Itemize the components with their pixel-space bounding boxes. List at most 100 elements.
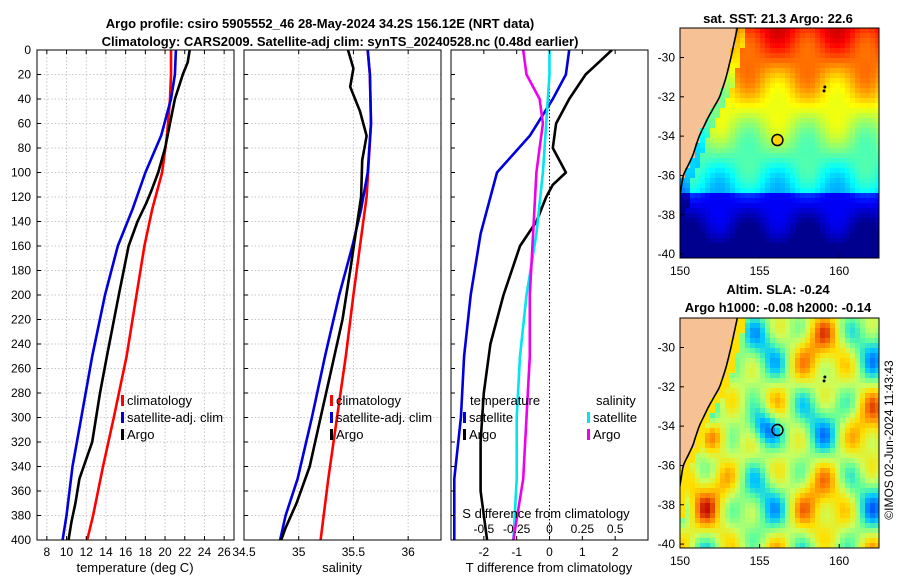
map-cell <box>715 528 720 533</box>
map-cell <box>790 468 795 473</box>
map-cell <box>840 408 845 413</box>
map-cell <box>730 193 735 198</box>
map-cell <box>800 63 805 68</box>
map-cell <box>845 53 850 58</box>
map-cell <box>855 173 860 178</box>
map-cell <box>840 153 845 158</box>
map-cell <box>700 463 705 468</box>
map-cell <box>830 193 835 198</box>
map-cell <box>780 198 785 203</box>
map-cell <box>820 378 825 383</box>
map-cell <box>780 458 785 463</box>
map-cell <box>685 78 690 83</box>
map-cell <box>710 523 715 528</box>
map-cell <box>820 343 825 348</box>
map-cell <box>685 373 690 378</box>
map-cell <box>715 78 720 83</box>
map-cell <box>825 148 830 153</box>
map-cell <box>775 323 780 328</box>
map-cell <box>750 43 755 48</box>
map-cell <box>690 323 695 328</box>
map-cell <box>765 98 770 103</box>
salinity-ticks: 34.5 35 35.5 36 <box>232 49 415 559</box>
map-cell <box>820 528 825 533</box>
map-cell <box>865 503 870 508</box>
map-cell <box>855 383 860 388</box>
map-cell <box>875 168 879 173</box>
map-cell <box>820 338 825 343</box>
map-cell <box>705 108 710 113</box>
map-cell <box>760 328 765 333</box>
map-cell <box>700 58 705 63</box>
map-cell <box>865 158 870 163</box>
map-cell <box>840 103 845 108</box>
map-cell <box>735 478 740 483</box>
map-cell <box>765 103 770 108</box>
map-cell <box>795 483 800 488</box>
map-cell <box>800 228 805 233</box>
map-cell <box>870 138 875 143</box>
map-cell <box>710 503 715 508</box>
map-cell <box>870 238 875 243</box>
map-cell <box>710 453 715 458</box>
map-cell <box>830 213 835 218</box>
map-cell <box>695 168 700 173</box>
map-cell <box>840 168 845 173</box>
map-cell <box>755 448 760 453</box>
map-cell <box>800 68 805 73</box>
map-cell <box>840 188 845 193</box>
map-cell <box>795 98 800 103</box>
map-cell <box>715 543 720 548</box>
map-cell <box>770 443 775 448</box>
map-cell <box>870 148 875 153</box>
map-cell <box>755 388 760 393</box>
map-cell <box>780 218 785 223</box>
map-cell <box>740 33 745 38</box>
map-cell <box>780 508 785 513</box>
map-cell <box>820 418 825 423</box>
map-cell <box>860 203 865 208</box>
map-cell <box>725 383 730 388</box>
map-cell <box>805 53 810 58</box>
map-cell <box>825 498 830 503</box>
map-cell <box>740 418 745 423</box>
map-cell <box>845 198 850 203</box>
map-cell <box>850 488 855 493</box>
map-cell <box>730 358 735 363</box>
map-cell <box>695 173 700 178</box>
map-cell <box>680 373 685 378</box>
map-cell <box>700 378 705 383</box>
map-cell <box>855 43 860 48</box>
map-cell <box>760 533 765 538</box>
map-cell <box>860 458 865 463</box>
map-cell <box>795 123 800 128</box>
map-cell <box>855 38 860 43</box>
map-cell <box>825 393 830 398</box>
map-cell <box>800 88 805 93</box>
map-cell <box>700 43 705 48</box>
map-cell <box>805 458 810 463</box>
map-cell <box>845 43 850 48</box>
map-cell <box>855 388 860 393</box>
map-cell <box>850 148 855 153</box>
map-cell <box>715 143 720 148</box>
map-cell <box>710 533 715 538</box>
map-cell <box>815 198 820 203</box>
map-cell <box>720 163 725 168</box>
map-cell <box>690 418 695 423</box>
map-cell <box>770 183 775 188</box>
map-cell <box>785 418 790 423</box>
map-cell <box>765 48 770 53</box>
map-cell <box>760 168 765 173</box>
map-cell <box>830 453 835 458</box>
map-cell <box>705 453 710 458</box>
map-cell <box>865 368 870 373</box>
map-cell <box>775 93 780 98</box>
map-cell <box>730 463 735 468</box>
map-cell <box>860 493 865 498</box>
map-cell <box>725 103 730 108</box>
map-cell <box>795 183 800 188</box>
map-cell <box>860 83 865 88</box>
map-cell <box>725 413 730 418</box>
map-cell <box>730 383 735 388</box>
